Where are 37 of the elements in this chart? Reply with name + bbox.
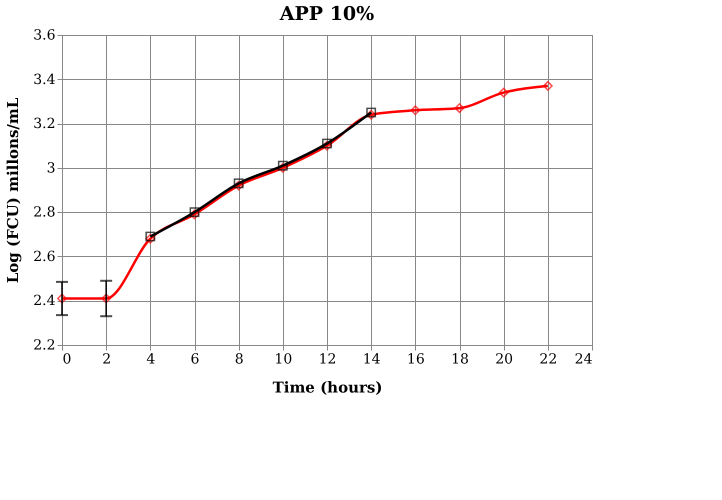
y-tick-label: 3 <box>46 160 56 176</box>
y-tick-label: 2.6 <box>33 248 56 265</box>
point <box>542 80 553 91</box>
x-tick-label: 10 <box>274 352 292 368</box>
y-tick-label: 3.4 <box>33 72 56 88</box>
x-tick-label: 14 <box>362 352 381 368</box>
y-tick-label: 2.8 <box>33 204 56 221</box>
y-axis-title: Log (FCU) millons/mL <box>4 97 22 284</box>
x-tick-label: 8 <box>234 352 244 368</box>
x-tick-label: 4 <box>146 352 156 368</box>
y-tick-label: 2.2 <box>33 338 56 354</box>
chart-title: APP 10% <box>278 3 374 25</box>
x-tick-label: 12 <box>318 352 336 368</box>
x-tick-label: 2 <box>102 352 112 368</box>
point <box>366 108 376 118</box>
point <box>498 88 509 98</box>
x-axis-title: Time (hours) <box>272 378 382 396</box>
point <box>145 232 156 242</box>
y-tick-label: 3.2 <box>33 116 56 132</box>
point <box>410 105 420 116</box>
x-tick-label: 0 <box>62 352 72 368</box>
point <box>145 234 156 244</box>
x-tick-label: 22 <box>539 352 558 368</box>
point <box>101 294 112 304</box>
y-tick-label: 2.4 <box>33 293 56 310</box>
x-tick-label: 16 <box>406 352 425 368</box>
point <box>366 110 376 120</box>
x-tick-label: 20 <box>495 352 514 368</box>
point <box>454 103 464 114</box>
x-tick-label: 24 <box>574 352 593 368</box>
x-tick-label: 18 <box>451 352 469 368</box>
x-tick-label: 6 <box>190 352 200 368</box>
point <box>322 138 332 148</box>
point <box>234 178 244 188</box>
y-tick-label: 3.6 <box>33 28 56 44</box>
point <box>322 140 332 151</box>
point <box>234 180 244 191</box>
